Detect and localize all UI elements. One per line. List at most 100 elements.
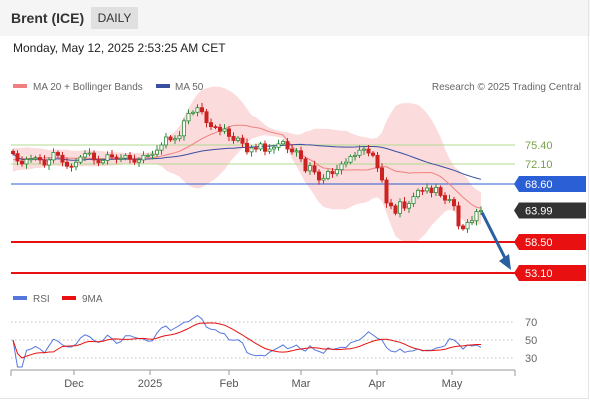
- candle-body: [65, 161, 70, 167]
- candle-body: [10, 150, 15, 155]
- candle-body: [145, 154, 150, 157]
- candle-body: [83, 153, 88, 158]
- candle-body: [110, 154, 115, 158]
- candle-body: [235, 137, 240, 141]
- candle-body: [465, 222, 470, 230]
- candle-body: [244, 142, 249, 153]
- candle-body: [424, 187, 429, 192]
- credit-label: Research © 2025 Trading Central: [432, 82, 581, 93]
- candle-body: [289, 148, 294, 153]
- candle-body: [78, 156, 83, 163]
- candle-body: [74, 161, 79, 168]
- x-tick-label: Apr: [368, 378, 385, 390]
- candle-body: [321, 177, 326, 181]
- ma50-legend-label: MA 50: [175, 82, 204, 93]
- candle-body: [388, 202, 393, 207]
- candle-body: [33, 157, 38, 160]
- candle-body: [42, 159, 47, 166]
- rsi-legend-swatch: [13, 296, 27, 300]
- candle-body: [303, 158, 308, 172]
- candle-body: [47, 159, 52, 166]
- candle-body: [258, 143, 263, 150]
- rsi-tick-label: 50: [525, 335, 537, 347]
- candle-body: [366, 148, 371, 154]
- ma9-legend-swatch: [62, 296, 76, 300]
- instrument-title: Brent (ICE): [11, 10, 85, 26]
- candle-body: [429, 187, 434, 194]
- pivot-tag-label: 68.60: [525, 179, 553, 191]
- candle-body: [168, 136, 173, 141]
- candle-body: [469, 220, 474, 223]
- candle-body: [339, 163, 344, 171]
- candle-body: [411, 196, 416, 204]
- candle-body: [357, 149, 362, 156]
- ma20-legend-label: MA 20 + Bollinger Bands: [33, 82, 143, 93]
- candle-body: [208, 122, 213, 128]
- candle-body: [478, 210, 483, 212]
- candle-body: [298, 150, 303, 160]
- timeframe-button[interactable]: DAILY: [91, 7, 138, 29]
- candle-body: [379, 167, 384, 181]
- candle-body: [56, 152, 61, 156]
- candle-body: [438, 187, 443, 196]
- candle-body: [352, 154, 357, 157]
- candle-body: [433, 187, 438, 194]
- support-tag-label: 53.10: [525, 268, 553, 280]
- candle-body: [348, 156, 353, 163]
- candle-body: [253, 147, 258, 150]
- pivot-tag: [514, 176, 586, 193]
- candle-body: [19, 160, 24, 165]
- last_price-tag-label: 63.99: [525, 205, 553, 217]
- candle-body: [96, 159, 101, 164]
- candle-body: [87, 152, 92, 155]
- candle-body: [190, 111, 195, 114]
- candle-body: [294, 150, 299, 153]
- candle-body: [330, 171, 335, 175]
- candle-body: [199, 107, 204, 113]
- candle-body: [101, 160, 106, 164]
- candle-body: [397, 201, 402, 214]
- candle-body: [285, 141, 290, 150]
- candle-body: [132, 158, 137, 163]
- x-tick-label: Feb: [220, 378, 239, 390]
- x-tick-label: May: [442, 378, 463, 390]
- candle-body: [69, 165, 74, 168]
- candle-body: [280, 141, 285, 145]
- candle-body: [361, 148, 366, 151]
- candle-body: [222, 128, 227, 132]
- candle-body: [177, 135, 182, 140]
- candle-body: [15, 153, 20, 162]
- candle-body: [325, 171, 330, 179]
- candle-body: [141, 154, 146, 161]
- rsi-ma9-line: [12, 322, 481, 359]
- candle-body: [51, 152, 56, 161]
- candle-body: [195, 107, 200, 113]
- candle-body: [393, 205, 398, 214]
- candle-body: [415, 189, 420, 198]
- support-tag: [514, 264, 586, 281]
- rsi-legend-label: RSI: [33, 294, 50, 305]
- candle-body: [92, 152, 97, 161]
- candle-body: [226, 128, 231, 137]
- candle-body: [460, 225, 465, 230]
- x-tick-label: Mar: [292, 378, 311, 390]
- chart-header: Brent (ICE) DAILY: [0, 0, 590, 36]
- resistance-label: 72.10: [525, 159, 553, 171]
- support-tag: [514, 234, 586, 250]
- candle-body: [420, 189, 425, 192]
- candle-body: [447, 199, 452, 201]
- candle-body: [240, 137, 245, 144]
- candle-body: [262, 143, 267, 152]
- candle-body: [163, 136, 168, 146]
- candle-body: [217, 126, 222, 132]
- candle-body: [307, 165, 312, 172]
- last_price-tag: [514, 202, 586, 219]
- candle-body: [316, 171, 321, 181]
- candle-body: [105, 154, 110, 161]
- candle-body: [24, 158, 29, 165]
- candle-body: [172, 138, 177, 141]
- candle-body: [181, 120, 186, 137]
- ma20-legend-swatch: [13, 84, 27, 88]
- candle-body: [213, 126, 218, 129]
- candle-body: [186, 113, 191, 122]
